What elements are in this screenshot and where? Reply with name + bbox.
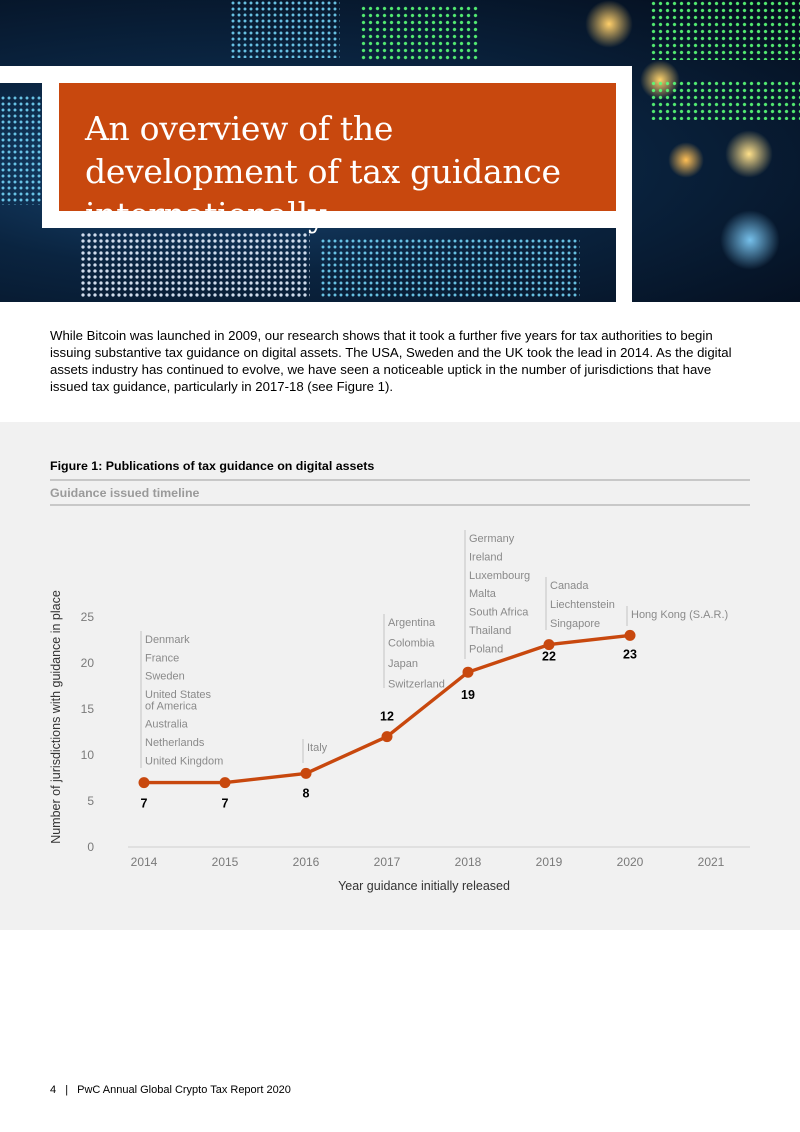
annotation-country-label: Hong Kong (S.A.R.) bbox=[631, 609, 728, 621]
led-ticker bbox=[650, 0, 800, 60]
annotation-country-label: South Africa bbox=[469, 607, 529, 619]
title-box: An overview of the development of tax gu… bbox=[59, 83, 616, 234]
annotation-country-label: Switzerland bbox=[388, 679, 445, 691]
bokeh-light bbox=[585, 0, 633, 48]
annotation-country-label: Malta bbox=[469, 588, 497, 600]
data-label: 19 bbox=[461, 688, 475, 702]
y-tick-label: 0 bbox=[87, 840, 94, 854]
intro-paragraph: While Bitcoin was launched in 2009, our … bbox=[50, 328, 732, 394]
frame-left bbox=[42, 66, 59, 228]
figure-subtitle: Guidance issued timeline bbox=[50, 486, 200, 500]
x-tick-label: 2016 bbox=[293, 855, 320, 869]
hero-banner: An overview of the development of tax gu… bbox=[0, 0, 800, 302]
bokeh-light bbox=[668, 142, 704, 178]
annotation-country-label: Netherlands bbox=[145, 737, 205, 749]
y-tick-label: 15 bbox=[81, 702, 95, 716]
frame-right bbox=[616, 66, 632, 302]
data-label: 8 bbox=[303, 786, 310, 800]
annotation-country-label: France bbox=[145, 652, 179, 664]
divider bbox=[50, 504, 750, 506]
figure-panel bbox=[0, 422, 800, 930]
footer-separator: | bbox=[65, 1084, 69, 1096]
data-label: 7 bbox=[141, 797, 148, 811]
led-ticker bbox=[320, 238, 580, 298]
annotation-country-label: Germany bbox=[469, 533, 515, 545]
annotation-country-label: United States of America bbox=[145, 689, 212, 713]
y-tick-label: 10 bbox=[81, 748, 95, 762]
annotation-country-label: Australia bbox=[145, 719, 189, 731]
page-title: An overview of the development of tax gu… bbox=[85, 109, 561, 234]
led-ticker bbox=[0, 95, 42, 205]
led-ticker bbox=[80, 232, 310, 298]
data-label: 12 bbox=[380, 710, 394, 724]
figure-caption: Figure 1: Publications of tax guidance o… bbox=[50, 459, 375, 473]
x-tick-label: 2017 bbox=[374, 855, 401, 869]
annotation-country-label: Canada bbox=[550, 580, 589, 592]
data-point bbox=[624, 629, 636, 641]
annotation-country-label: Singapore bbox=[550, 618, 600, 630]
data-point bbox=[462, 666, 474, 678]
data-label: 22 bbox=[542, 650, 556, 664]
y-tick-label: 20 bbox=[81, 656, 95, 670]
x-tick-label: 2018 bbox=[455, 855, 482, 869]
y-tick-label: 5 bbox=[87, 794, 94, 808]
annotation-country-label: Ireland bbox=[469, 551, 503, 563]
footer: 4 | PwC Annual Global Crypto Tax Report … bbox=[50, 1084, 291, 1096]
annotation-country-label: Italy bbox=[307, 742, 328, 754]
annotation-country-label: United Kingdom bbox=[145, 755, 223, 767]
annotation-country-label: Argentina bbox=[388, 617, 436, 629]
page-number: 4 bbox=[50, 1084, 57, 1096]
annotation-country-label: Luxembourg bbox=[469, 570, 530, 582]
bokeh-light bbox=[720, 210, 780, 270]
annotation-country-label: Colombia bbox=[388, 638, 435, 650]
x-tick-label: 2020 bbox=[617, 855, 644, 869]
frame-bottom bbox=[42, 211, 632, 228]
data-label: 7 bbox=[222, 797, 229, 811]
x-tick-label: 2021 bbox=[698, 855, 725, 869]
data-point bbox=[219, 777, 231, 789]
divider bbox=[50, 479, 750, 481]
x-tick-label: 2014 bbox=[131, 855, 158, 869]
data-point bbox=[138, 777, 150, 789]
annotation-country-label: Thailand bbox=[469, 625, 511, 637]
annotation-country-label: Liechtenstein bbox=[550, 599, 615, 611]
y-tick-label: 25 bbox=[81, 610, 95, 624]
x-tick-label: 2019 bbox=[536, 855, 563, 869]
frame-top bbox=[0, 66, 632, 83]
y-axis-label: Number of jurisdictions with guidance in… bbox=[49, 590, 63, 844]
x-tick-label: 2015 bbox=[212, 855, 239, 869]
x-axis-label: Year guidance initially released bbox=[338, 879, 510, 893]
data-label: 23 bbox=[623, 647, 637, 661]
led-ticker bbox=[650, 80, 800, 120]
report-title: PwC Annual Global Crypto Tax Report 2020 bbox=[77, 1084, 291, 1096]
led-ticker bbox=[360, 5, 480, 60]
data-point bbox=[543, 639, 555, 651]
annotation-country-label: Japan bbox=[388, 658, 418, 670]
annotation-country-label: Denmark bbox=[145, 634, 190, 646]
bokeh-light bbox=[725, 130, 773, 178]
annotation-country-label: Sweden bbox=[145, 671, 185, 683]
data-point bbox=[300, 767, 312, 779]
led-ticker bbox=[230, 0, 340, 58]
annotation-country-label: Poland bbox=[469, 643, 503, 655]
data-point bbox=[381, 731, 393, 743]
